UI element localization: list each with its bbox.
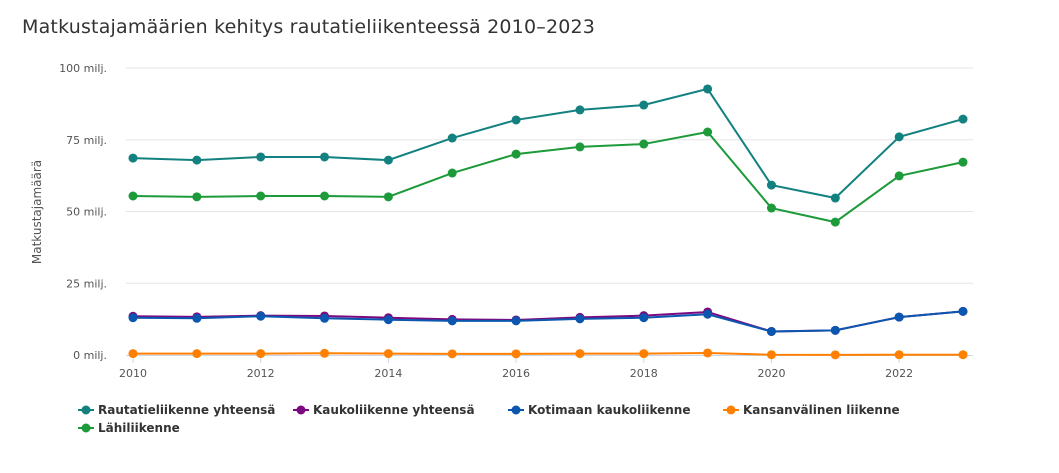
series-line [133, 351, 963, 356]
legend-label: Kansanvälinen liikenne [743, 403, 900, 417]
y-tick-label: 75 milj. [66, 134, 107, 147]
x-tick-label: 2022 [885, 367, 913, 380]
legend-item[interactable]: Kaukoliikenne yhteensä [293, 403, 475, 417]
chart-title: Matkustajamäärien kehitys rautatieliiken… [22, 16, 596, 38]
y-tick-label: 0 milj. [73, 349, 107, 362]
data-point [128, 191, 138, 201]
legend-item[interactable]: Kansanvälinen liikenne [723, 403, 900, 417]
data-point [511, 349, 521, 359]
data-point [958, 114, 968, 124]
data-point [256, 311, 266, 321]
legend-label: Kaukoliikenne yhteensä [313, 403, 475, 417]
y-tick-label: 25 milj. [66, 277, 107, 290]
legend-label: Kotimaan kaukoliikenne [528, 403, 691, 417]
data-point [766, 203, 776, 213]
data-point [639, 100, 649, 110]
legend-marker-icon [78, 405, 94, 415]
data-point [447, 133, 457, 143]
x-tick-label: 2020 [757, 367, 785, 380]
series-1 [128, 306, 968, 336]
data-point [894, 171, 904, 181]
legend-item[interactable]: Rautatieliikenne yhteensä [78, 403, 275, 417]
series-3 [128, 348, 968, 360]
data-point [320, 313, 330, 323]
data-point [830, 217, 840, 227]
data-point [511, 115, 521, 125]
data-point [256, 191, 266, 201]
legend-label: Rautatieliikenne yhteensä [98, 403, 276, 417]
x-tick-label: 2012 [247, 367, 275, 380]
x-tick-label: 2010 [119, 367, 147, 380]
data-point [447, 168, 457, 178]
data-point [383, 155, 393, 165]
data-point [383, 349, 393, 359]
data-point [894, 132, 904, 142]
series-line [132, 87, 964, 200]
x-tick-label: 2016 [502, 367, 530, 380]
legend-label: Lähiliikenne [98, 421, 180, 435]
legend-item[interactable]: Kotimaan kaukoliikenne [508, 403, 691, 417]
legend-marker-icon [508, 405, 524, 415]
series-line [132, 310, 964, 333]
data-point [958, 306, 968, 316]
y-axis-label: Matkustajamäärä [30, 160, 44, 264]
data-point [766, 326, 776, 336]
data-point [766, 180, 776, 190]
series-line [132, 130, 964, 224]
data-point [128, 349, 138, 359]
data-point [575, 349, 585, 359]
data-point [128, 313, 138, 323]
data-point [192, 155, 202, 165]
data-point [639, 313, 649, 323]
data-point [447, 349, 457, 359]
data-point [958, 350, 968, 360]
data-point [703, 348, 713, 358]
series-2 [128, 306, 968, 336]
y-tick-label: 50 milj. [66, 206, 107, 219]
data-point [830, 325, 840, 335]
data-point [830, 350, 840, 360]
data-point [192, 349, 202, 359]
data-point [766, 350, 776, 360]
data-point [575, 105, 585, 115]
data-point [703, 84, 713, 94]
data-point [703, 309, 713, 319]
data-point [575, 142, 585, 152]
data-point [256, 349, 266, 359]
series-4 [128, 127, 968, 227]
data-point [511, 149, 521, 159]
data-point [320, 152, 330, 162]
x-tick-label: 2014 [374, 367, 402, 380]
data-point [192, 192, 202, 202]
data-point [383, 192, 393, 202]
y-tick-label: 100 milj. [59, 62, 107, 75]
data-point [830, 193, 840, 203]
series-0 [128, 84, 968, 203]
data-point [958, 157, 968, 167]
data-point [703, 127, 713, 137]
data-point [256, 152, 266, 162]
legend-marker-icon [723, 405, 739, 415]
data-point [639, 349, 649, 359]
legend-marker-icon [78, 423, 94, 433]
data-point [128, 153, 138, 163]
data-point [511, 316, 521, 326]
x-tick-label: 2018 [630, 367, 658, 380]
data-point [639, 139, 649, 149]
data-point [192, 313, 202, 323]
data-point [575, 314, 585, 324]
data-point [320, 348, 330, 358]
data-point [320, 191, 330, 201]
data-point [383, 315, 393, 325]
legend-item[interactable]: Lähiliikenne [78, 421, 180, 435]
legend-marker-icon [293, 405, 309, 415]
data-point [894, 350, 904, 360]
data-point [447, 316, 457, 326]
data-point [894, 312, 904, 322]
